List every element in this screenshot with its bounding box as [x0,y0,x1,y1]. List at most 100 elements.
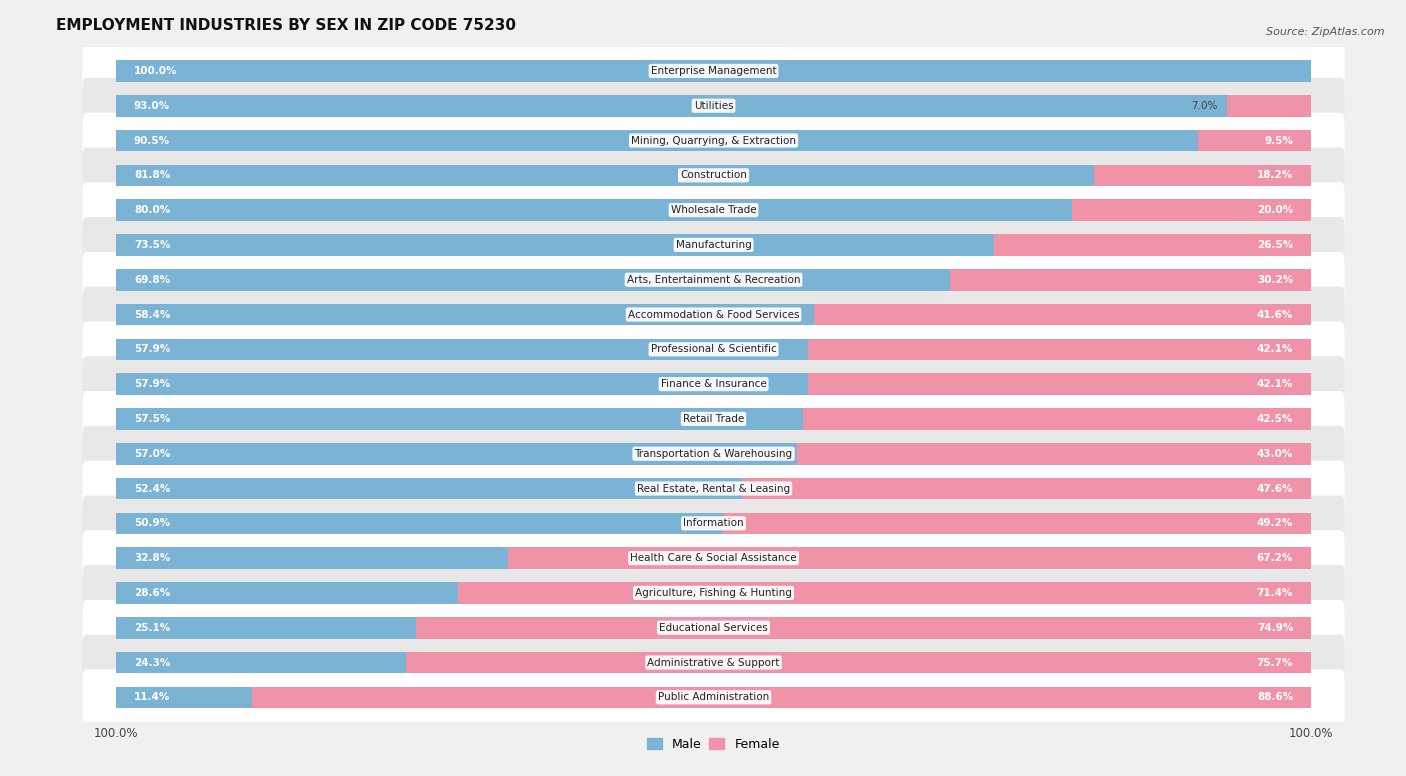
Bar [115,338,808,360]
Bar [115,443,797,465]
Text: Enterprise Management: Enterprise Management [651,66,776,76]
FancyBboxPatch shape [83,426,1344,482]
Bar [808,373,1310,395]
Text: Public Administration: Public Administration [658,692,769,702]
Text: 47.6%: 47.6% [1257,483,1294,494]
Text: 42.5%: 42.5% [1257,414,1294,424]
Text: Arts, Entertainment & Recreation: Arts, Entertainment & Recreation [627,275,800,285]
FancyBboxPatch shape [83,635,1344,691]
Text: 30.2%: 30.2% [1257,275,1294,285]
Text: 100.0%: 100.0% [134,66,177,76]
Bar [115,199,1071,221]
Text: Source: ZipAtlas.com: Source: ZipAtlas.com [1267,27,1385,37]
Text: 67.2%: 67.2% [1257,553,1294,563]
Text: 0.0%: 0.0% [725,66,752,76]
FancyBboxPatch shape [83,182,1344,238]
Text: 42.1%: 42.1% [1257,379,1294,389]
Bar [742,478,1310,499]
Bar [115,512,724,534]
Bar [1198,130,1312,151]
Bar [115,130,1198,151]
Bar [797,443,1310,465]
Text: 32.8%: 32.8% [134,553,170,563]
FancyBboxPatch shape [83,600,1344,656]
Bar [808,338,1310,360]
FancyBboxPatch shape [83,461,1344,516]
Bar [252,687,1310,708]
Bar [1227,95,1312,116]
Text: 71.4%: 71.4% [1257,588,1294,598]
FancyBboxPatch shape [83,252,1344,307]
Text: Administrative & Support: Administrative & Support [647,657,780,667]
Bar [950,269,1310,290]
Bar [115,60,1310,81]
Text: Construction: Construction [681,170,747,180]
Bar [406,652,1310,674]
FancyBboxPatch shape [83,286,1344,342]
Text: 24.3%: 24.3% [134,657,170,667]
Bar [814,303,1310,325]
Bar [1071,199,1310,221]
Bar [1094,165,1310,186]
Text: Transportation & Warehousing: Transportation & Warehousing [634,449,793,459]
Bar [803,408,1310,430]
Text: 18.2%: 18.2% [1257,170,1294,180]
Bar [115,652,406,674]
Legend: Male, Female: Male, Female [643,733,785,756]
Bar [115,165,1094,186]
Text: 81.8%: 81.8% [134,170,170,180]
Text: 93.0%: 93.0% [134,101,170,111]
Text: 80.0%: 80.0% [134,205,170,215]
Text: Finance & Insurance: Finance & Insurance [661,379,766,389]
Text: 58.4%: 58.4% [134,310,170,320]
Text: Information: Information [683,518,744,528]
FancyBboxPatch shape [83,530,1344,586]
Bar [994,234,1310,256]
Text: 7.0%: 7.0% [1191,101,1218,111]
Text: 28.6%: 28.6% [134,588,170,598]
Text: 88.6%: 88.6% [1257,692,1294,702]
FancyBboxPatch shape [83,391,1344,447]
Text: Manufacturing: Manufacturing [676,240,751,250]
Bar [115,269,950,290]
FancyBboxPatch shape [83,496,1344,551]
Text: Agriculture, Fishing & Hunting: Agriculture, Fishing & Hunting [636,588,792,598]
Bar [115,408,803,430]
Text: 42.1%: 42.1% [1257,345,1294,355]
FancyBboxPatch shape [83,43,1344,99]
Bar [416,617,1310,639]
FancyBboxPatch shape [83,78,1344,133]
Text: 69.8%: 69.8% [134,275,170,285]
Text: 75.7%: 75.7% [1257,657,1294,667]
Text: EMPLOYMENT INDUSTRIES BY SEX IN ZIP CODE 75230: EMPLOYMENT INDUSTRIES BY SEX IN ZIP CODE… [56,18,516,33]
Bar [115,687,252,708]
Text: 73.5%: 73.5% [134,240,170,250]
Text: 90.5%: 90.5% [134,136,170,146]
Text: 26.5%: 26.5% [1257,240,1294,250]
Text: Educational Services: Educational Services [659,622,768,632]
Text: 20.0%: 20.0% [1257,205,1294,215]
Text: Utilities: Utilities [693,101,734,111]
Text: 49.2%: 49.2% [1257,518,1294,528]
Text: 9.5%: 9.5% [1264,136,1294,146]
Bar [115,303,814,325]
Text: 57.9%: 57.9% [134,345,170,355]
Bar [508,547,1310,569]
Text: 50.9%: 50.9% [134,518,170,528]
Text: 74.9%: 74.9% [1257,622,1294,632]
Text: Professional & Scientific: Professional & Scientific [651,345,776,355]
Text: 41.6%: 41.6% [1257,310,1294,320]
Text: 52.4%: 52.4% [134,483,170,494]
Text: Mining, Quarrying, & Extraction: Mining, Quarrying, & Extraction [631,136,796,146]
Text: 57.5%: 57.5% [134,414,170,424]
Text: Retail Trade: Retail Trade [683,414,744,424]
FancyBboxPatch shape [83,321,1344,377]
FancyBboxPatch shape [83,217,1344,272]
Bar [115,234,994,256]
Bar [115,478,742,499]
FancyBboxPatch shape [83,356,1344,412]
Bar [115,547,508,569]
Bar [723,512,1310,534]
Text: 57.9%: 57.9% [134,379,170,389]
FancyBboxPatch shape [83,147,1344,203]
